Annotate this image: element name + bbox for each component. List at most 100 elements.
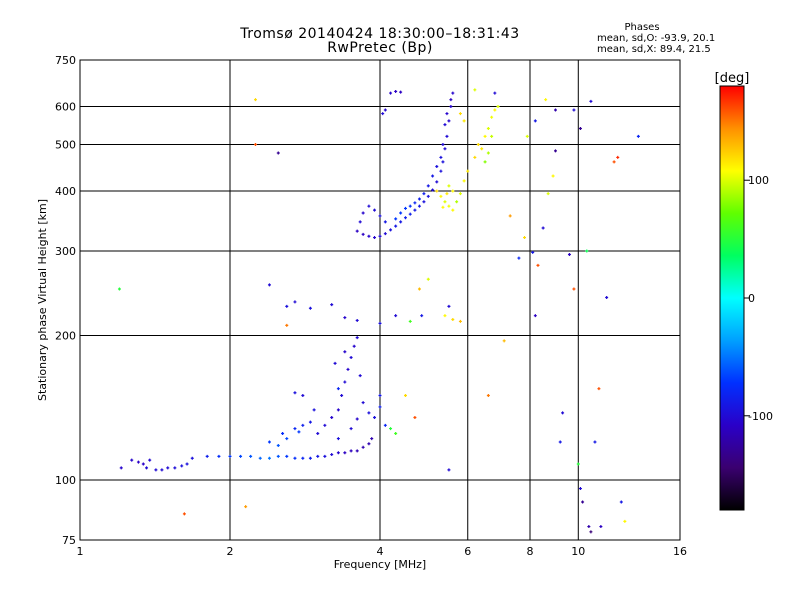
echo-point bbox=[297, 430, 301, 434]
echo-point bbox=[228, 454, 232, 458]
echo-point bbox=[336, 451, 340, 455]
echo-point bbox=[486, 394, 490, 398]
echo-point bbox=[623, 519, 627, 523]
y-tick-label: 600 bbox=[55, 101, 76, 114]
y-tick-label: 75 bbox=[62, 534, 76, 547]
echo-point bbox=[403, 206, 407, 210]
echo-point bbox=[426, 277, 430, 281]
echo-point bbox=[451, 91, 455, 95]
echo-point bbox=[486, 126, 490, 130]
echo-point bbox=[281, 432, 285, 436]
echo-point bbox=[490, 115, 494, 119]
echo-point bbox=[173, 466, 177, 470]
echo-point bbox=[458, 319, 462, 323]
echo-point bbox=[136, 460, 140, 464]
echo-point bbox=[355, 229, 359, 233]
echo-point bbox=[508, 214, 512, 218]
echo-point bbox=[258, 456, 262, 460]
echo-point bbox=[141, 462, 145, 466]
echo-point bbox=[349, 355, 353, 359]
echo-point bbox=[293, 391, 297, 395]
echo-point bbox=[316, 454, 320, 458]
echo-point bbox=[408, 212, 412, 216]
echo-point bbox=[445, 134, 449, 138]
echo-point bbox=[447, 468, 451, 472]
echo-point bbox=[381, 112, 385, 116]
echo-point bbox=[439, 194, 443, 198]
echo-point bbox=[431, 188, 435, 192]
chart-subtitle: RwPretec (Bp) bbox=[327, 40, 433, 56]
echo-point bbox=[182, 512, 186, 516]
echo-point bbox=[439, 155, 443, 159]
echo-point bbox=[441, 205, 445, 209]
echo-point bbox=[473, 155, 477, 159]
colorbar-unit-label: [deg] bbox=[715, 71, 750, 86]
echo-point bbox=[426, 194, 430, 198]
echo-point bbox=[612, 160, 616, 164]
echo-point bbox=[323, 423, 327, 427]
echo-point bbox=[333, 361, 337, 365]
y-tick-label: 100 bbox=[55, 474, 76, 487]
echo-point bbox=[466, 169, 470, 173]
echo-point bbox=[439, 169, 443, 173]
echo-point bbox=[541, 226, 545, 230]
echo-point bbox=[458, 112, 462, 116]
echo-point bbox=[502, 339, 506, 343]
echo-point bbox=[373, 236, 377, 240]
echo-point bbox=[447, 304, 451, 308]
echo-point bbox=[330, 303, 334, 307]
echo-point bbox=[358, 220, 362, 224]
echo-point bbox=[447, 119, 451, 123]
echo-point bbox=[308, 456, 312, 460]
echo-point bbox=[352, 344, 356, 348]
echo-point bbox=[340, 394, 344, 398]
echo-point bbox=[160, 468, 164, 472]
colorbar-tick-label: 100 bbox=[748, 174, 769, 187]
echo-point bbox=[558, 440, 562, 444]
echo-point bbox=[422, 200, 426, 204]
echo-point bbox=[431, 174, 435, 178]
echo-point bbox=[451, 208, 455, 212]
echo-point bbox=[408, 204, 412, 208]
echo-point bbox=[383, 220, 387, 224]
echo-point bbox=[373, 208, 377, 212]
echo-point bbox=[597, 387, 601, 391]
echo-point bbox=[267, 440, 271, 444]
colorbar-tick-label: -100 bbox=[748, 410, 773, 423]
echo-point bbox=[443, 200, 447, 204]
echo-point bbox=[367, 411, 371, 415]
echo-point bbox=[355, 449, 359, 453]
echo-point bbox=[119, 466, 123, 470]
echo-point bbox=[383, 108, 387, 112]
echo-point bbox=[403, 216, 407, 220]
echo-point bbox=[525, 134, 529, 138]
echo-point bbox=[533, 119, 537, 123]
echo-point bbox=[267, 456, 271, 460]
echo-point bbox=[383, 423, 387, 427]
echo-point bbox=[389, 228, 393, 232]
echo-point bbox=[578, 126, 582, 130]
echo-point bbox=[378, 321, 382, 325]
echo-point bbox=[493, 108, 497, 112]
data-points bbox=[117, 88, 640, 534]
colorbar-ticks: 100 0 -100 bbox=[744, 174, 773, 423]
echo-point bbox=[593, 440, 597, 444]
echo-point bbox=[383, 232, 387, 236]
echo-point bbox=[451, 189, 455, 193]
echo-point bbox=[533, 314, 537, 318]
echo-point bbox=[413, 208, 417, 212]
echo-point bbox=[285, 437, 289, 441]
echo-point bbox=[394, 314, 398, 318]
echo-point bbox=[308, 420, 312, 424]
echo-point bbox=[145, 466, 149, 470]
echo-point bbox=[578, 487, 582, 491]
echo-point bbox=[636, 134, 640, 138]
echo-point bbox=[308, 306, 312, 310]
echo-point bbox=[343, 451, 347, 455]
echo-point bbox=[544, 98, 548, 102]
y-tick-label: 300 bbox=[55, 245, 76, 258]
echo-point bbox=[361, 401, 365, 405]
echo-point bbox=[276, 454, 280, 458]
y-tick-label: 750 bbox=[55, 54, 76, 67]
echo-point bbox=[413, 201, 417, 205]
